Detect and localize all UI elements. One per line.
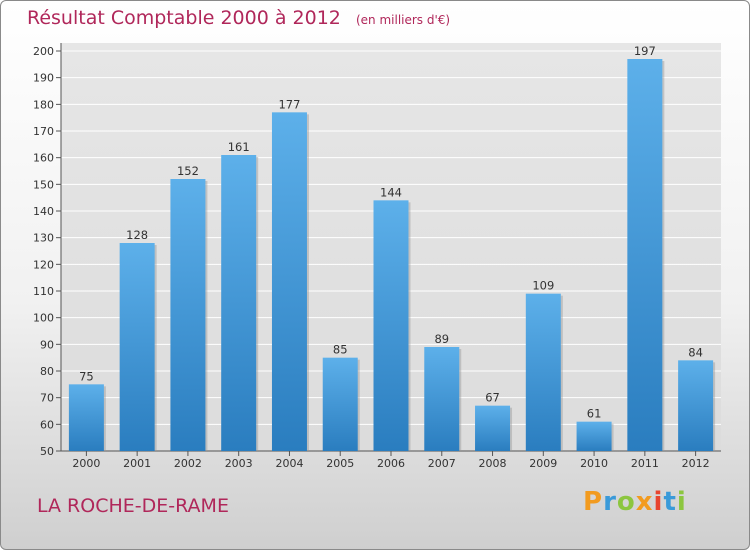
value-label: 67 [485,391,500,405]
chart-title: Résultat Comptable 2000 à 2012 (en milli… [27,7,450,29]
bar-2008 [475,405,511,451]
value-label: 85 [333,343,348,357]
y-tick-label: 90 [40,338,54,351]
bar-2009 [525,293,561,451]
y-tick-label: 180 [33,98,54,111]
y-tick-label: 110 [33,285,54,298]
value-label: 152 [177,164,199,178]
y-tick-label: 120 [33,258,54,271]
x-tick-label: 2008 [479,457,507,470]
x-tick-label: 2002 [174,457,202,470]
logo-letter: o [616,487,636,517]
x-tick-label: 2001 [123,457,151,470]
bar-2012 [678,360,714,451]
bar-2000 [68,384,104,451]
bar-2011 [627,59,663,451]
value-label: 89 [434,332,449,346]
x-tick-label: 2005 [326,457,354,470]
bar-2003 [221,155,257,451]
y-tick-label: 50 [40,445,54,458]
bars [68,59,716,451]
logo-letter: t [663,487,677,517]
chart-title-text: Résultat Comptable 2000 à 2012 [27,7,341,29]
x-tick-label: 2006 [377,457,405,470]
x-tick-label: 2000 [72,457,100,470]
x-tick-label: 2011 [631,457,659,470]
logo-letter: P [583,487,604,517]
x-tick-label: 2003 [225,457,253,470]
bar-2007 [424,347,460,451]
value-label: 109 [532,279,554,293]
y-tick-label: 150 [33,178,54,191]
y-tick-label: 170 [33,125,54,138]
value-label: 161 [228,140,250,154]
bar-2006 [373,200,409,451]
y-tick-label: 160 [33,152,54,165]
value-label: 61 [587,407,602,421]
y-tick-label: 200 [33,45,54,58]
value-label: 177 [278,97,300,111]
y-tick-label: 140 [33,205,54,218]
bar-2002 [170,179,206,451]
proxiti-logo: Proxiti [583,487,687,517]
axes: 50 60 70 80 90 100 110 120 130 140 150 160 170 180 190… [33,43,721,470]
logo-letter: i [653,487,664,517]
value-label: 197 [634,44,656,58]
bar-2004 [271,112,307,451]
chart-unit: (en milliers d'€) [355,13,451,27]
bar-2005 [322,357,358,451]
x-tick-label: 2009 [529,457,557,470]
value-label: 84 [688,345,703,359]
bar-2010 [576,421,612,451]
x-tick-label: 2004 [275,457,303,470]
x-tick-label: 2007 [428,457,456,470]
logo-letter: i [676,487,687,517]
bar-2001 [119,243,155,451]
y-tick-label: 70 [40,392,54,405]
logo-letter: r [603,487,617,517]
value-label: 128 [126,228,148,242]
y-tick-label: 190 [33,72,54,85]
y-tick-label: 100 [33,312,54,325]
value-label: 75 [79,369,94,383]
x-tick-label: 2010 [580,457,608,470]
y-tick-label: 130 [33,232,54,245]
y-tick-label: 60 [40,418,54,431]
logo-letter: x [635,487,654,517]
town-name: LA ROCHE-DE-RAME [37,495,229,517]
value-label: 144 [380,185,402,199]
y-tick-label: 80 [40,365,54,378]
x-tick-label: 2012 [682,457,710,470]
data-labels: 75 128 152 161 177 85 144 89 67 109 61 197 84 [79,44,703,421]
